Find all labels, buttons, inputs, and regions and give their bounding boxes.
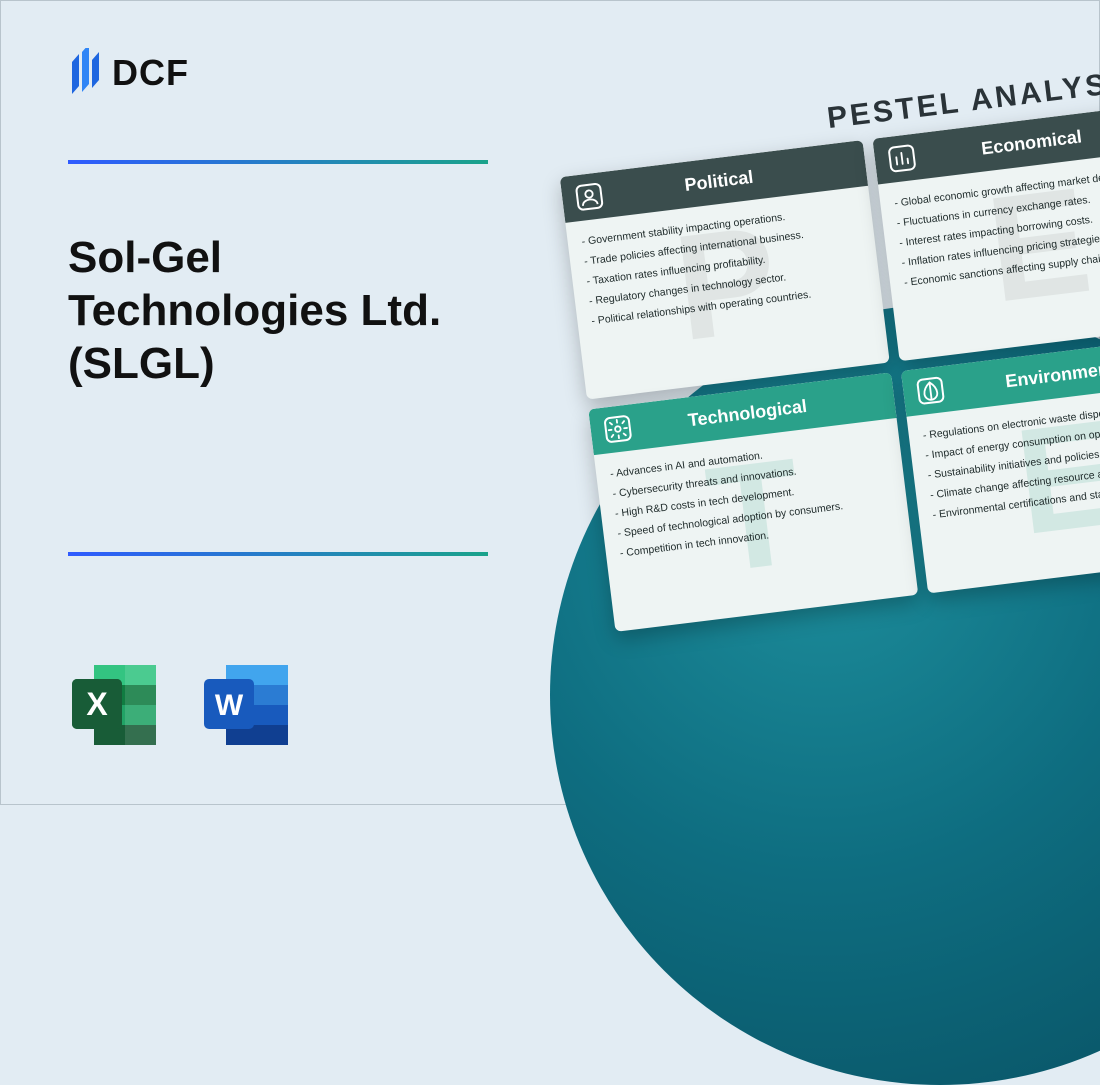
user-icon (575, 182, 604, 211)
card-items: Regulations on electronic waste disposal… (922, 393, 1100, 526)
card-title: Environment (952, 348, 1100, 398)
divider-bottom (68, 552, 488, 556)
pestel-card-economical: EconomicalEGlobal economic growth affect… (872, 102, 1100, 362)
logo: DCF (68, 48, 189, 98)
leaf-icon (916, 376, 945, 405)
svg-text:W: W (215, 689, 244, 722)
excel-icon: X (68, 657, 164, 753)
pestel-card-political: PoliticalPGovernment stability impacting… (560, 140, 890, 400)
app-icons: X W (68, 657, 296, 753)
pestel-panel: PESTEL ANALYSIS PoliticalPGovernment sta… (555, 60, 1100, 632)
card-items: Government stability impacting operation… (581, 199, 868, 332)
gear-icon (603, 415, 632, 444)
logo-text: DCF (112, 52, 189, 94)
divider-top (68, 160, 488, 164)
card-items: Global economic growth affecting market … (893, 161, 1100, 294)
word-icon: W (200, 657, 296, 753)
card-title: Economical (924, 116, 1100, 166)
page-title: Sol-Gel Technologies Ltd. (SLGL) (68, 232, 508, 390)
card-items: Advances in AI and automation.Cybersecur… (609, 432, 896, 565)
bars-icon (888, 144, 917, 173)
pestel-card-environment: EnvironmentERegulations on electronic wa… (901, 334, 1100, 594)
pestel-card-technological: TechnologicalTAdvances in AI and automat… (588, 372, 918, 632)
svg-text:X: X (86, 686, 108, 722)
logo-mark-icon (68, 48, 102, 98)
